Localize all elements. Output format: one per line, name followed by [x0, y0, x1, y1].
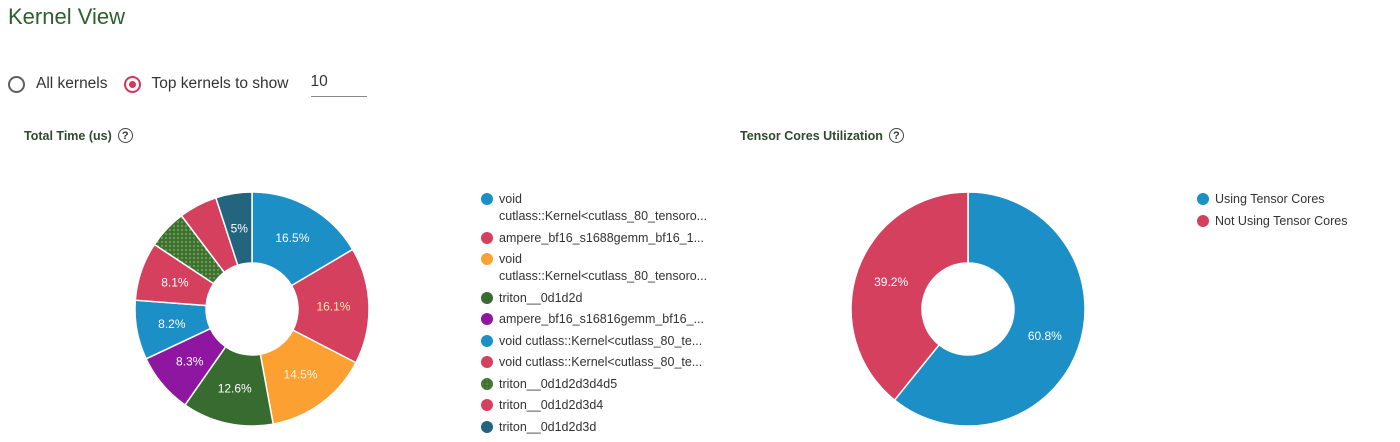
legend-label: void cutlass::Kernel<cutlass_80_te...	[499, 333, 703, 348]
help-icon[interactable]: ?	[117, 128, 133, 143]
legend-item[interactable]: triton__0d1d2d3d4d5	[481, 376, 707, 393]
slice-label: 39.2%	[874, 275, 908, 289]
legend-item[interactable]: triton__0d1d2d3d4	[481, 397, 707, 414]
total-time-title-text: Total Time (us)	[24, 128, 112, 143]
kernel-mode-selector: All kernels Top kernels to show	[8, 70, 367, 98]
legend-label: Not Using Tensor Cores	[1215, 213, 1348, 228]
legend-item[interactable]: void cutlass::Kernel<cutlass_80_tensoro.…	[481, 251, 707, 285]
legend-swatch	[481, 399, 493, 411]
tensor-cores-donut: 60.8% 39.2%	[850, 191, 1086, 427]
legend-label: triton__0d1d2d3d	[499, 419, 597, 434]
slice-label: 5%	[231, 222, 249, 236]
tensor-cores-title-text: Tensor Cores Utilization	[740, 128, 883, 143]
legend-swatch	[481, 231, 493, 244]
top-kernels-label[interactable]: Top kernels to show	[151, 75, 289, 92]
legend-swatch	[481, 334, 493, 347]
legend-item[interactable]: ampere_bf16_s1688gemm_bf16_1...	[481, 230, 707, 247]
legend-swatch	[481, 356, 493, 368]
slice-label: 8.3%	[176, 355, 204, 369]
legend-item[interactable]: triton__0d1d2d3d	[481, 419, 707, 436]
total-time-legend: void cutlass::Kernel<cutlass_80_tensoro.…	[481, 191, 707, 440]
legend-swatch	[481, 420, 493, 433]
slice-kernel-triton-0d1d2d3d-9[interactable]	[214, 191, 253, 267]
legend-label: triton__0d1d2d3d4d5	[499, 376, 618, 391]
page-title: Kernel View	[8, 4, 125, 29]
slice-kernel-void-cutlass-kernel-cutlass-80-tensoro-0[interactable]	[251, 191, 354, 287]
slice-label: 60.8%	[1028, 329, 1062, 343]
legend-item[interactable]: void cutlass::Kernel<cutlass_80_tensoro.…	[481, 191, 707, 225]
slice-label: 16.1%	[316, 300, 350, 314]
legend-swatch	[481, 253, 493, 265]
legend-label: void cutlass::Kernel<cutlass_80_te...	[499, 355, 703, 369]
legend-item[interactable]: Not Using Tensor Cores	[1197, 213, 1347, 230]
legend-item[interactable]: triton__0d1d2d	[481, 290, 707, 307]
slice-label: 12.6%	[218, 382, 252, 396]
legend-item[interactable]: void cutlass::Kernel<cutlass_80_te...	[481, 333, 707, 350]
legend-label: ampere_bf16_s1688gemm_bf16_1...	[499, 230, 705, 245]
legend-swatch	[1197, 193, 1209, 205]
all-kernels-label[interactable]: All kernels	[36, 75, 108, 92]
legend-label: triton__0d1d2d3d4	[499, 398, 604, 412]
slice-label: 8.2%	[158, 317, 186, 331]
help-icon[interactable]: ?	[888, 128, 904, 143]
slice-using-tensor-cores-0[interactable]	[893, 191, 1086, 427]
slice-label: 16.5%	[275, 231, 309, 245]
top-kernels-radio[interactable]	[123, 75, 141, 93]
legend-label: void cutlass::Kernel<cutlass_80_tensoro.…	[499, 192, 708, 223]
slice-label: 8.1%	[161, 276, 189, 290]
legend-item[interactable]: ampere_bf16_s16816gemm_bf16_...	[481, 311, 707, 328]
top-kernels-count-input[interactable]	[310, 71, 367, 97]
legend-swatch	[1197, 214, 1209, 227]
slice-kernel-ampere-bf16-s1688gemm-bf16-1-1[interactable]	[290, 248, 370, 364]
all-kernels-radio[interactable]	[8, 75, 25, 93]
legend-label: Using Tensor Cores	[1215, 192, 1325, 206]
legend-label: void cutlass::Kernel<cutlass_80_tensoro.…	[499, 252, 708, 283]
legend-swatch	[481, 377, 493, 390]
tensor-cores-chart-title: Tensor Cores Utilization ?	[740, 128, 904, 143]
legend-label: ampere_bf16_s16816gemm_bf16_...	[499, 312, 705, 326]
legend-item[interactable]: Using Tensor Cores	[1197, 191, 1347, 208]
legend-label: triton__0d1d2d	[499, 290, 583, 305]
legend-swatch	[481, 193, 493, 205]
legend-item[interactable]: void cutlass::Kernel<cutlass_80_te...	[481, 354, 707, 371]
legend-swatch	[481, 313, 493, 325]
tensor-cores-legend: Using Tensor Cores Not Using Tensor Cores	[1197, 191, 1347, 234]
total-time-donut: 16.5% 16.1% 14.5% 12.6% 8.3% 8.2% 8.1% 5%	[134, 191, 370, 427]
total-time-chart-title: Total Time (us) ?	[24, 128, 133, 143]
slice-not-using-tensor-cores-1[interactable]	[850, 191, 969, 402]
slice-label: 14.5%	[284, 367, 318, 381]
legend-swatch	[481, 291, 493, 304]
